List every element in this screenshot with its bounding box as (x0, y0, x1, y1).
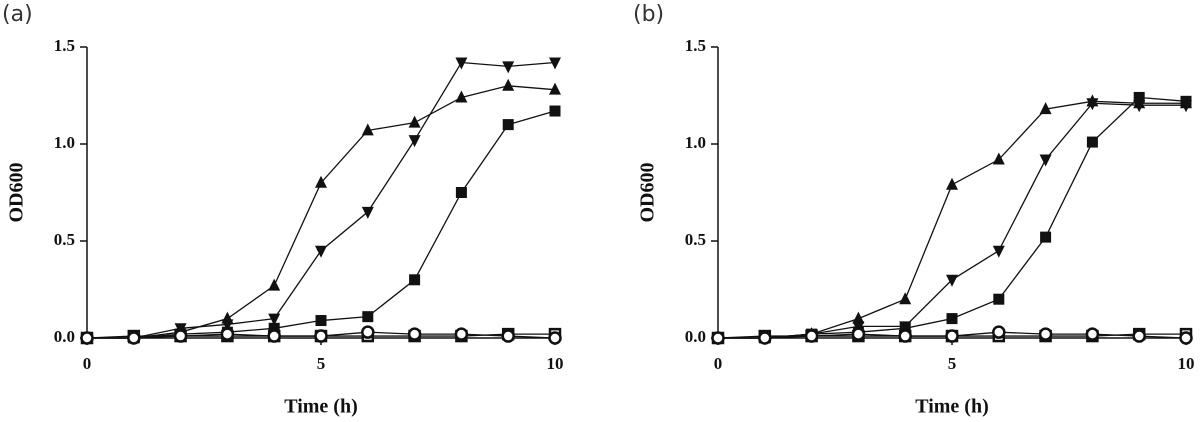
marker (1086, 136, 1098, 148)
marker (992, 245, 1005, 258)
marker (221, 319, 234, 332)
marker (502, 119, 514, 131)
marker (80, 331, 94, 345)
marker (1085, 327, 1100, 341)
marker (711, 331, 725, 345)
y-tick-label: 0.0 (54, 327, 75, 346)
marker (898, 329, 912, 343)
series-line (718, 100, 1186, 339)
y-tick-label: 0.0 (685, 327, 706, 346)
marker (409, 274, 421, 286)
marker (455, 187, 467, 198)
series-line (718, 102, 1186, 339)
panel-label: (b) (633, 2, 664, 27)
marker (851, 327, 866, 341)
y-axis-label: OD600 (637, 163, 659, 223)
marker (1040, 231, 1052, 243)
marker (454, 327, 469, 341)
marker (549, 105, 561, 117)
marker (501, 329, 515, 343)
marker (1038, 327, 1053, 341)
marker (993, 293, 1005, 305)
panel-label: (a) (2, 2, 33, 27)
marker (946, 274, 958, 287)
marker (407, 327, 422, 341)
marker (315, 175, 327, 188)
marker (1180, 95, 1192, 107)
marker (1039, 154, 1052, 167)
marker (992, 325, 1006, 339)
marker (361, 325, 375, 339)
y-axis-label: OD600 (6, 163, 28, 223)
series-line (87, 85, 556, 339)
y-tick-label: 1.0 (54, 133, 75, 152)
marker (314, 329, 328, 343)
marker (1039, 102, 1052, 115)
y-tick-label: 1.0 (685, 133, 706, 152)
marker (1132, 329, 1146, 343)
marker (992, 152, 1005, 165)
y-tick-label: 0.5 (54, 230, 75, 249)
marker (408, 135, 421, 148)
x-tick-label: 0 (83, 354, 92, 373)
marker (1086, 98, 1099, 111)
marker (1133, 100, 1146, 113)
marker (804, 329, 819, 343)
series-line (718, 96, 1187, 339)
y-tick-label: 1.5 (54, 36, 75, 55)
marker (549, 82, 561, 95)
marker (362, 311, 374, 323)
x-tick-label: 5 (948, 354, 957, 373)
marker (758, 331, 772, 345)
marker (899, 292, 912, 305)
marker (361, 123, 374, 136)
y-tick-label: 0.5 (685, 230, 706, 249)
series-line (87, 110, 556, 339)
x-axis-label: Time (h) (915, 396, 989, 418)
y-tick-label: 1.5 (685, 36, 706, 55)
marker (549, 57, 561, 70)
marker (1179, 331, 1193, 345)
marker (268, 278, 281, 291)
marker (946, 177, 958, 190)
marker (268, 313, 281, 326)
marker (1133, 91, 1145, 103)
marker (361, 206, 374, 219)
marker (548, 331, 562, 345)
marker (502, 78, 515, 91)
x-tick-label: 5 (317, 354, 326, 373)
marker (315, 315, 327, 327)
marker (502, 61, 515, 74)
marker (268, 322, 280, 334)
marker (946, 313, 958, 325)
marker (408, 115, 421, 128)
marker (315, 245, 327, 258)
marker (127, 331, 141, 345)
x-axis-label: Time (h) (284, 396, 358, 418)
marker (899, 322, 911, 334)
marker (220, 327, 235, 341)
marker (455, 57, 468, 70)
marker (267, 329, 281, 343)
marker (852, 311, 865, 324)
marker (173, 329, 188, 343)
x-tick-label: 10 (1178, 354, 1195, 373)
marker (945, 329, 959, 343)
series-line (87, 61, 556, 339)
marker (455, 90, 468, 103)
x-tick-label: 10 (547, 354, 564, 373)
x-tick-label: 0 (714, 354, 723, 373)
